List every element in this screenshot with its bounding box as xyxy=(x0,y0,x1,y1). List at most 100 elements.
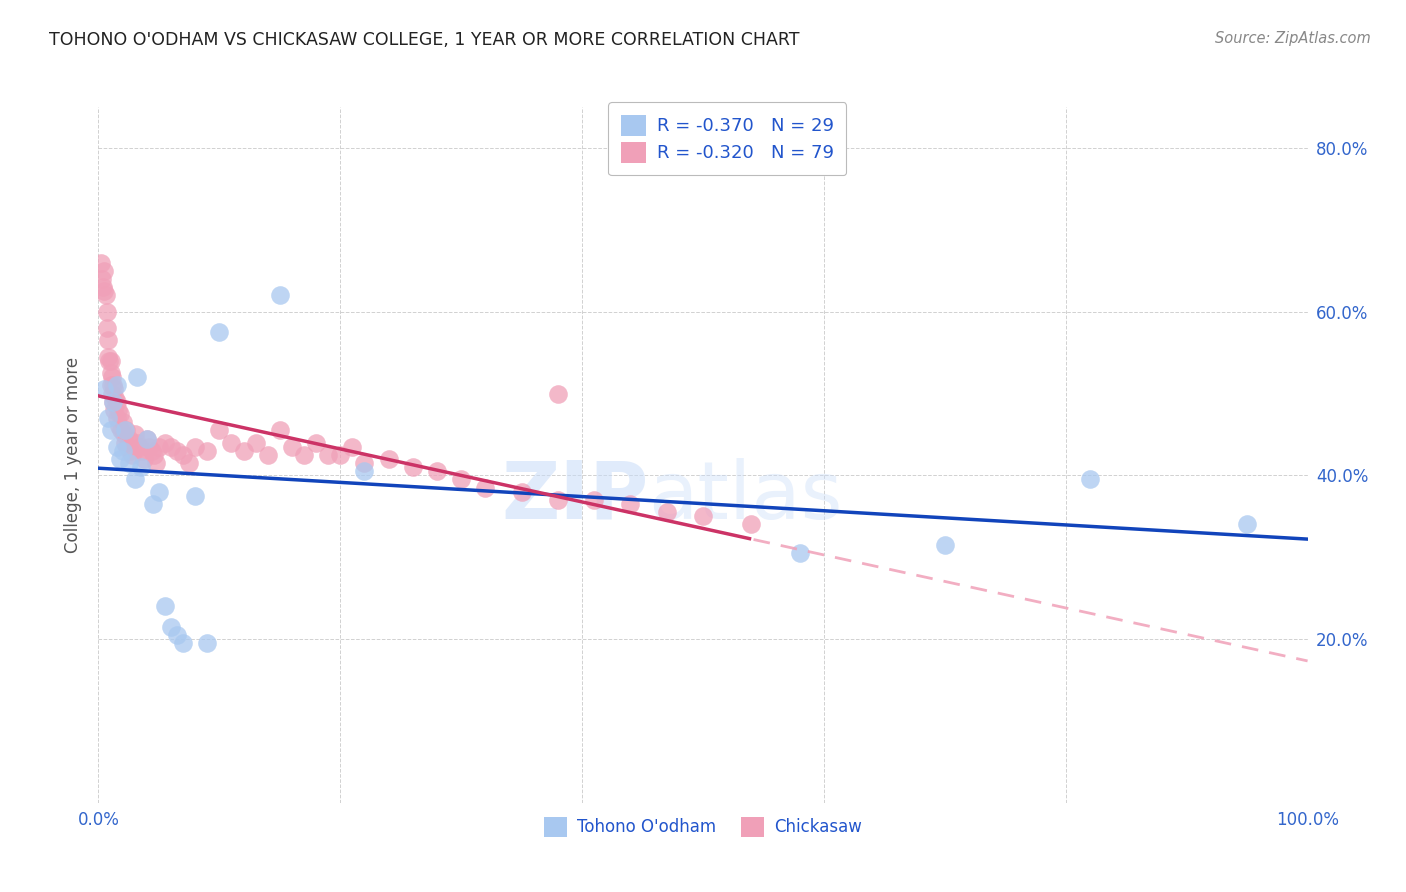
Point xyxy=(377,452,399,467)
Point xyxy=(94,288,117,302)
Point xyxy=(131,443,153,458)
Point xyxy=(101,394,124,409)
Point xyxy=(619,497,641,511)
Point xyxy=(655,505,678,519)
Point xyxy=(789,546,811,560)
Point xyxy=(97,350,120,364)
Point xyxy=(153,435,176,450)
Point xyxy=(269,423,291,437)
Point xyxy=(93,264,115,278)
Point xyxy=(90,255,112,269)
Point xyxy=(96,321,118,335)
Point xyxy=(148,440,170,454)
Point xyxy=(342,440,364,454)
Point xyxy=(141,443,163,458)
Point xyxy=(474,481,496,495)
Point xyxy=(111,415,134,429)
Point xyxy=(101,394,124,409)
Point xyxy=(98,353,121,368)
Point xyxy=(1236,517,1258,532)
Legend: Tohono O'odham, Chickasaw: Tohono O'odham, Chickasaw xyxy=(537,811,869,843)
Point xyxy=(121,448,143,462)
Point xyxy=(179,456,201,470)
Point xyxy=(105,440,128,454)
Point xyxy=(172,636,194,650)
Point xyxy=(208,423,231,437)
Text: ZIP: ZIP xyxy=(502,458,648,536)
Point xyxy=(127,435,149,450)
Point xyxy=(97,334,120,348)
Point xyxy=(128,440,150,454)
Point xyxy=(184,489,207,503)
Point xyxy=(108,407,131,421)
Point xyxy=(104,391,127,405)
Point xyxy=(153,599,176,614)
Point xyxy=(118,443,141,458)
Point xyxy=(135,432,157,446)
Point xyxy=(547,492,569,507)
Point xyxy=(510,484,533,499)
Point xyxy=(114,423,136,437)
Point xyxy=(166,443,188,458)
Point xyxy=(172,448,194,462)
Point xyxy=(166,628,188,642)
Point xyxy=(105,411,128,425)
Point xyxy=(134,452,156,467)
Text: atlas: atlas xyxy=(648,458,844,536)
Point xyxy=(547,386,569,401)
Point xyxy=(160,620,183,634)
Text: TOHONO O'ODHAM VS CHICKASAW COLLEGE, 1 YEAR OR MORE CORRELATION CHART: TOHONO O'ODHAM VS CHICKASAW COLLEGE, 1 Y… xyxy=(49,31,800,49)
Point xyxy=(426,464,449,478)
Point xyxy=(138,440,160,454)
Point xyxy=(110,423,132,437)
Point xyxy=(115,423,138,437)
Point xyxy=(145,456,167,470)
Point xyxy=(583,492,606,507)
Point xyxy=(329,448,352,462)
Point xyxy=(281,440,304,454)
Point xyxy=(101,378,124,392)
Point xyxy=(195,636,218,650)
Point xyxy=(93,284,115,298)
Point xyxy=(402,460,425,475)
Point xyxy=(1078,473,1101,487)
Point xyxy=(316,448,339,462)
Point xyxy=(103,383,125,397)
Point xyxy=(353,464,375,478)
Point xyxy=(142,497,165,511)
Text: Source: ZipAtlas.com: Source: ZipAtlas.com xyxy=(1215,31,1371,46)
Point xyxy=(450,473,472,487)
Point xyxy=(117,440,139,454)
Point xyxy=(105,394,128,409)
Point xyxy=(353,456,375,470)
Point xyxy=(105,378,128,392)
Point xyxy=(124,473,146,487)
Point xyxy=(292,448,315,462)
Point xyxy=(245,435,267,450)
Point xyxy=(100,366,122,380)
Point xyxy=(112,427,135,442)
Point xyxy=(124,427,146,442)
Point xyxy=(195,443,218,458)
Y-axis label: College, 1 year or more: College, 1 year or more xyxy=(65,357,83,553)
Point xyxy=(93,383,115,397)
Point xyxy=(160,440,183,454)
Point xyxy=(740,517,762,532)
Point xyxy=(100,378,122,392)
Point xyxy=(148,484,170,499)
Point xyxy=(692,509,714,524)
Point xyxy=(269,288,291,302)
Point xyxy=(221,435,243,450)
Point xyxy=(118,456,141,470)
Point xyxy=(108,419,131,434)
Point xyxy=(103,403,125,417)
Point xyxy=(135,432,157,446)
Point xyxy=(127,370,149,384)
Point xyxy=(256,448,278,462)
Point xyxy=(184,440,207,454)
Point xyxy=(100,370,122,384)
Point xyxy=(305,435,328,450)
Point xyxy=(129,460,152,475)
Point xyxy=(100,353,122,368)
Point xyxy=(143,448,166,462)
